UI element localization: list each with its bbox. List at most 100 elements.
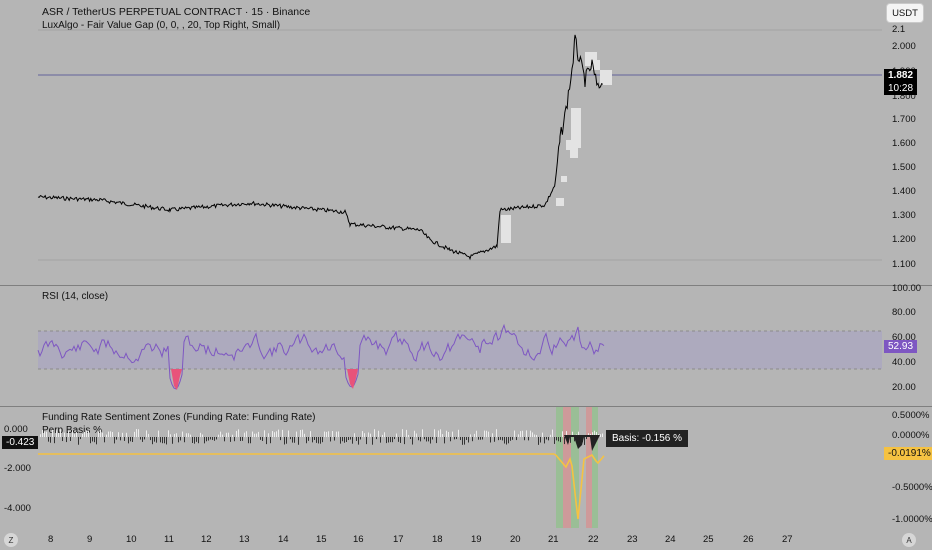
funding-bar — [160, 437, 161, 443]
funding-bar — [446, 430, 447, 437]
funding-bar — [422, 429, 423, 437]
funding-bar — [332, 431, 333, 437]
axis-tick: 1.300 — [892, 210, 916, 221]
timezone-icon[interactable]: Z — [4, 533, 18, 547]
funding-bar — [548, 437, 549, 441]
rsi-oversold-fill-1 — [171, 369, 182, 390]
funding-bar — [356, 437, 357, 441]
funding-bar — [566, 431, 567, 437]
rsi-title[interactable]: RSI (14, close) — [42, 291, 109, 302]
funding-bar — [390, 437, 391, 443]
funding-bar — [102, 432, 103, 437]
funding-bar — [440, 429, 441, 437]
funding-bar — [384, 432, 385, 437]
price-pane[interactable]: 2.0001.9001.8001.7001.6001.5001.4001.300… — [0, 0, 932, 285]
funding-bar — [450, 437, 451, 442]
funding-bar — [100, 429, 101, 437]
funding-bar — [594, 430, 595, 437]
funding-bar — [344, 437, 345, 443]
funding-bar — [276, 431, 277, 437]
funding-bar — [152, 437, 153, 445]
funding-bar — [534, 434, 535, 437]
funding-bar — [104, 437, 105, 443]
fvg-indicator-label[interactable]: LuxAlgo - Fair Value Gap (0, 0, , 20, To… — [42, 20, 281, 31]
funding-bar — [574, 437, 575, 442]
funding-bar — [40, 434, 41, 437]
funding-bar — [418, 437, 419, 441]
funding-bar — [110, 431, 111, 437]
funding-bar — [392, 437, 393, 443]
funding-bar — [250, 437, 251, 444]
funding-bar — [46, 431, 47, 437]
funding-bar — [376, 437, 377, 440]
rsi-pane[interactable]: RSI (14, close) 100.00 80.00 60.00 40.00 20.… — [0, 283, 932, 406]
pane-separator-funding[interactable] — [0, 406, 932, 407]
funding-bar — [312, 437, 313, 443]
funding-bar — [192, 437, 193, 444]
funding-bar — [174, 433, 175, 437]
funding-negative-bars — [564, 435, 600, 451]
funding-bar — [218, 434, 219, 437]
funding-bar — [52, 429, 53, 437]
funding-bar — [466, 437, 467, 440]
axis-tick: 1.100 — [892, 259, 916, 270]
funding-bar — [484, 430, 485, 437]
funding-bar — [78, 437, 79, 445]
price-candles — [37, 34, 604, 261]
funding-bar — [214, 437, 215, 441]
funding-bar — [502, 437, 503, 441]
time-tick: 23 — [627, 534, 638, 545]
time-axis[interactable]: 8 9 10 11 12 13 14 15 16 17 18 19 20 21 22 23 24 25 26 27 — [0, 528, 932, 550]
funding-bar — [542, 432, 543, 437]
time-tick: 14 — [278, 534, 289, 545]
axis-tick: 1.200 — [892, 234, 916, 245]
funding-bar — [176, 433, 177, 437]
fvg-box — [566, 140, 578, 150]
axis-tick: 100.00 — [892, 283, 922, 294]
funding-bar — [182, 431, 183, 437]
pane-separator-rsi[interactable] — [0, 285, 932, 286]
perp-basis-title[interactable]: Perp Basis % — [42, 425, 103, 436]
funding-bar — [538, 437, 539, 445]
funding-bar — [442, 434, 443, 437]
funding-bar — [540, 437, 541, 443]
funding-bar — [170, 434, 171, 437]
funding-bar — [252, 431, 253, 437]
funding-bar — [158, 430, 159, 437]
funding-bar — [380, 437, 381, 443]
currency-button[interactable]: USDT — [886, 3, 924, 23]
funding-bar — [284, 437, 285, 445]
funding-bar — [520, 431, 521, 437]
funding-indicator-title[interactable]: Funding Rate Sentiment Zones (Funding Ra… — [42, 412, 316, 423]
funding-bar — [456, 437, 457, 440]
funding-bar — [490, 437, 491, 443]
funding-bar — [48, 437, 49, 442]
zone-green-1 — [556, 407, 563, 528]
funding-bar — [128, 437, 129, 444]
funding-bar — [302, 429, 303, 437]
funding-bar — [130, 437, 131, 442]
funding-bar — [552, 429, 553, 437]
funding-bar — [328, 431, 329, 437]
funding-pane[interactable]: Funding Rate Sentiment Zones (Funding Ra… — [0, 407, 932, 528]
funding-bar — [522, 430, 523, 437]
axis-tick: -4.000 — [4, 503, 31, 514]
axis-tick: 1.400 — [892, 186, 916, 197]
funding-bar — [262, 437, 263, 441]
funding-bar — [314, 437, 315, 440]
auto-scale-icon[interactable]: A — [902, 533, 916, 547]
funding-bar — [292, 437, 293, 443]
time-tick: 16 — [353, 534, 364, 545]
funding-bar — [346, 437, 347, 443]
time-tick: 12 — [201, 534, 212, 545]
funding-bar — [486, 430, 487, 437]
funding-bar — [216, 437, 217, 440]
funding-bar — [106, 434, 107, 437]
axis-tick: 1.600 — [892, 138, 916, 149]
funding-bar — [342, 437, 343, 442]
funding-bar — [400, 437, 401, 443]
funding-bar — [150, 437, 151, 441]
funding-bar — [514, 430, 515, 437]
funding-bar — [96, 437, 97, 445]
funding-bar — [74, 434, 75, 437]
